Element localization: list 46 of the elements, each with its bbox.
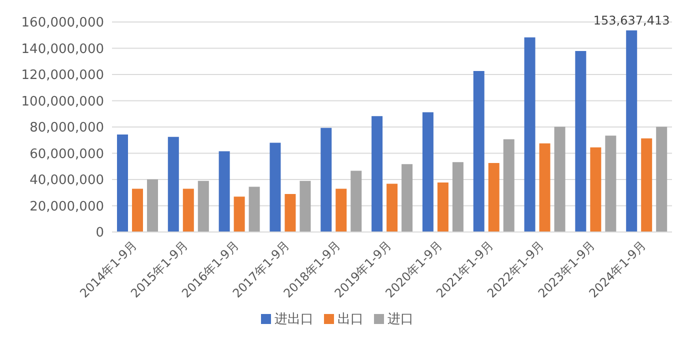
y-tick-label: 20,000,000 <box>30 199 104 214</box>
bar <box>641 138 652 232</box>
bar <box>488 162 500 232</box>
bar <box>284 194 296 232</box>
y-tick-label: 60,000,000 <box>30 146 104 162</box>
y-tick-label: 80,000,000 <box>30 120 104 136</box>
legend-label: 进出口 <box>274 312 314 327</box>
bar <box>539 143 550 232</box>
legend-label: 进口 <box>388 312 414 327</box>
y-tick-label: 100,000,000 <box>21 94 104 110</box>
bar <box>218 151 230 232</box>
bar <box>386 184 398 232</box>
bar <box>452 162 464 232</box>
bar <box>350 170 362 232</box>
bar <box>198 180 209 232</box>
bar <box>300 180 311 232</box>
y-tick-label: 120,000,000 <box>21 68 104 84</box>
bar <box>626 30 638 232</box>
bar <box>132 188 143 232</box>
bar <box>270 142 281 232</box>
bar <box>117 134 128 232</box>
bar <box>554 126 566 232</box>
bar <box>503 139 514 232</box>
bar <box>234 196 245 232</box>
legend-label: 出口 <box>338 312 364 327</box>
bar <box>248 186 260 232</box>
bar <box>437 182 448 232</box>
bar <box>605 136 616 232</box>
data-label: 153,637,413 <box>593 13 670 28</box>
y-tick-label: 0 <box>96 226 104 241</box>
bar <box>372 116 383 232</box>
bar <box>524 37 536 232</box>
bar <box>402 164 413 232</box>
bar <box>473 70 484 232</box>
bar <box>656 126 668 232</box>
bar <box>147 179 158 232</box>
y-tick-label: 40,000,000 <box>30 173 104 188</box>
bar <box>590 147 602 232</box>
bar <box>168 136 179 232</box>
bar <box>336 188 347 232</box>
y-tick-label: 140,000,000 <box>21 42 104 57</box>
y-tick-label: 160,000,000 <box>21 16 104 31</box>
bar <box>182 188 194 232</box>
bar <box>575 51 586 232</box>
bar <box>422 112 434 232</box>
bar <box>320 128 332 232</box>
